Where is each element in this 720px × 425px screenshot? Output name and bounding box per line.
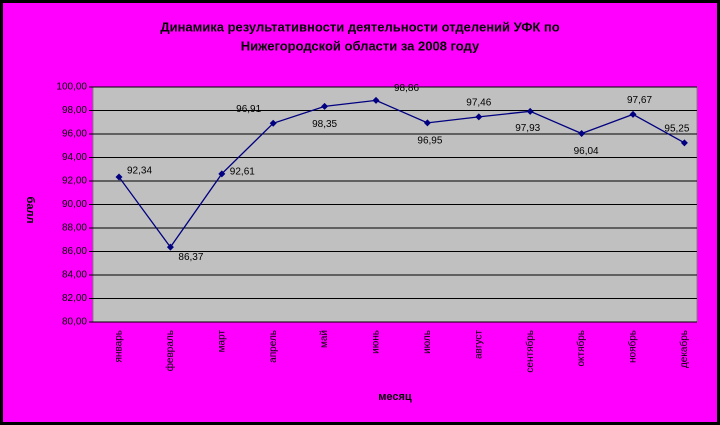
y-tick-label: 94,00 — [62, 152, 87, 163]
x-tick-label: декабрь — [678, 330, 690, 368]
data-point — [269, 119, 277, 127]
x-tick-label: сентябрь — [524, 330, 536, 373]
y-axis-label: балл — [24, 197, 36, 224]
x-tick-label: апрель — [268, 330, 279, 363]
data-point — [629, 110, 637, 118]
y-tick-label: 84,00 — [62, 270, 87, 281]
x-tick-label: март — [216, 330, 227, 353]
y-tick-label: 88,00 — [62, 223, 87, 234]
y-tick-label: 92,00 — [62, 176, 87, 187]
data-label: 96,95 — [417, 135, 442, 146]
x-tick-label: июнь — [371, 330, 382, 354]
data-label: 97,67 — [627, 95, 652, 106]
data-line — [118, 99, 685, 249]
data-point — [526, 107, 534, 115]
data-point — [218, 170, 226, 178]
y-tick-label: 98,00 — [62, 105, 87, 116]
x-tick-label: август — [473, 330, 484, 359]
chart-title: Динамика результативности деятельности о… — [160, 19, 559, 34]
data-label: 96,04 — [574, 146, 599, 157]
x-tick-label: май — [319, 330, 330, 348]
data-point — [372, 96, 380, 104]
x-tick-label: июль — [422, 330, 433, 354]
data-label: 92,61 — [230, 166, 255, 177]
y-tick-label: 90,00 — [62, 199, 87, 210]
y-tick-label: 82,00 — [62, 293, 87, 304]
data-point — [578, 130, 586, 138]
x-tick-label: февраль — [164, 330, 176, 371]
data-label: 98,86 — [394, 83, 419, 94]
x-tick-label: ноябрь — [627, 330, 639, 363]
data-label: 97,93 — [515, 123, 540, 134]
data-label: 86,37 — [178, 252, 203, 263]
y-tick-label: 86,00 — [62, 246, 87, 257]
data-label: 92,34 — [127, 166, 152, 177]
data-point — [423, 119, 431, 127]
x-tick-label: январь — [114, 330, 125, 362]
data-label: 96,91 — [236, 104, 261, 115]
y-tick-label: 100,00 — [56, 82, 87, 93]
data-label: 97,46 — [466, 97, 491, 108]
data-label: 95,25 — [664, 123, 689, 134]
chart-title: Нижегородской области за 2008 году — [241, 38, 480, 53]
x-axis-label: месяц — [378, 391, 412, 403]
data-point — [166, 243, 174, 251]
data-point — [321, 102, 329, 110]
data-label: 98,35 — [312, 119, 337, 130]
y-tick-label: 80,00 — [62, 317, 87, 328]
data-point — [680, 139, 688, 147]
x-tick-label: октябрь — [575, 330, 587, 367]
data-point — [475, 113, 483, 121]
y-tick-label: 96,00 — [62, 129, 87, 140]
data-point — [115, 173, 123, 181]
